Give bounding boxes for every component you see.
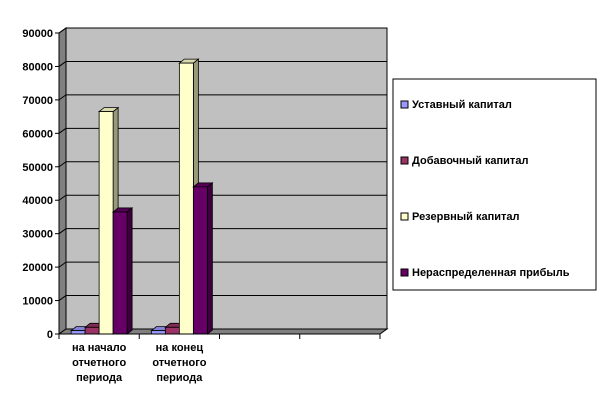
legend-swatch: [400, 212, 409, 221]
bar-side: [126, 207, 133, 335]
bar-front: [70, 330, 86, 335]
legend-box: [392, 78, 597, 291]
gridline-side: [58, 194, 67, 201]
y-tick-label: 10000: [22, 296, 53, 308]
bars: [69, 58, 214, 335]
x-category-label: периода: [76, 372, 123, 384]
y-tick-label: 30000: [22, 229, 53, 241]
legend-swatch: [400, 268, 409, 277]
x-axis: на начало отчетного периода на конец отчетно…: [58, 333, 381, 384]
bar: [97, 106, 120, 335]
x-category-label: отчетного: [72, 357, 126, 369]
x-category-label: на конец: [156, 342, 204, 354]
bar-front: [164, 326, 180, 335]
gridline-side: [58, 94, 67, 101]
legend: Уставный капитал Добавочный капитал Резерв…: [392, 78, 597, 291]
gridline-side: [58, 261, 67, 268]
gridline-side: [58, 61, 67, 67]
bar-front: [178, 62, 194, 335]
bar-front: [150, 330, 166, 335]
y-tick-label: 90000: [22, 28, 53, 40]
y-tick-label: 40000: [22, 195, 53, 207]
y-tick-label: 0: [47, 329, 53, 341]
y-tick-label: 70000: [22, 95, 53, 107]
gridline-side: [58, 127, 67, 134]
y-tick-label: 20000: [22, 262, 53, 274]
legend-swatch: [400, 156, 409, 165]
bar: [192, 182, 214, 335]
gridline-side: [58, 161, 67, 168]
x-category-label: отчетного: [152, 357, 206, 369]
bar: [111, 207, 134, 335]
gridline-side: [58, 27, 67, 34]
legend-label: Нераспределенная прибыль: [412, 267, 570, 279]
bar-side: [206, 182, 213, 335]
gridline-side: [58, 228, 67, 235]
y-tick-label: 60000: [22, 128, 53, 140]
bar-front: [98, 111, 114, 335]
legend-label: Резервный капитал: [412, 211, 519, 223]
legend-label: Уставный капитал: [412, 99, 512, 111]
bar-front: [84, 326, 100, 335]
y-tick-label: 50000: [22, 162, 53, 174]
y-tick-label: 80000: [22, 61, 53, 73]
legend-swatch: [400, 100, 409, 109]
x-category-label: на начало: [72, 342, 127, 354]
legend-label: Добавочный капитал: [412, 155, 528, 167]
gridline-side: [58, 295, 67, 301]
x-category-label: периода: [156, 372, 203, 384]
bar-front: [112, 211, 128, 335]
y-axis: 0 10000 20000 30000 40000 50000 60000 70000 8000…: [22, 28, 60, 341]
plot-side-wall: [58, 27, 67, 335]
bar-front: [192, 186, 208, 335]
